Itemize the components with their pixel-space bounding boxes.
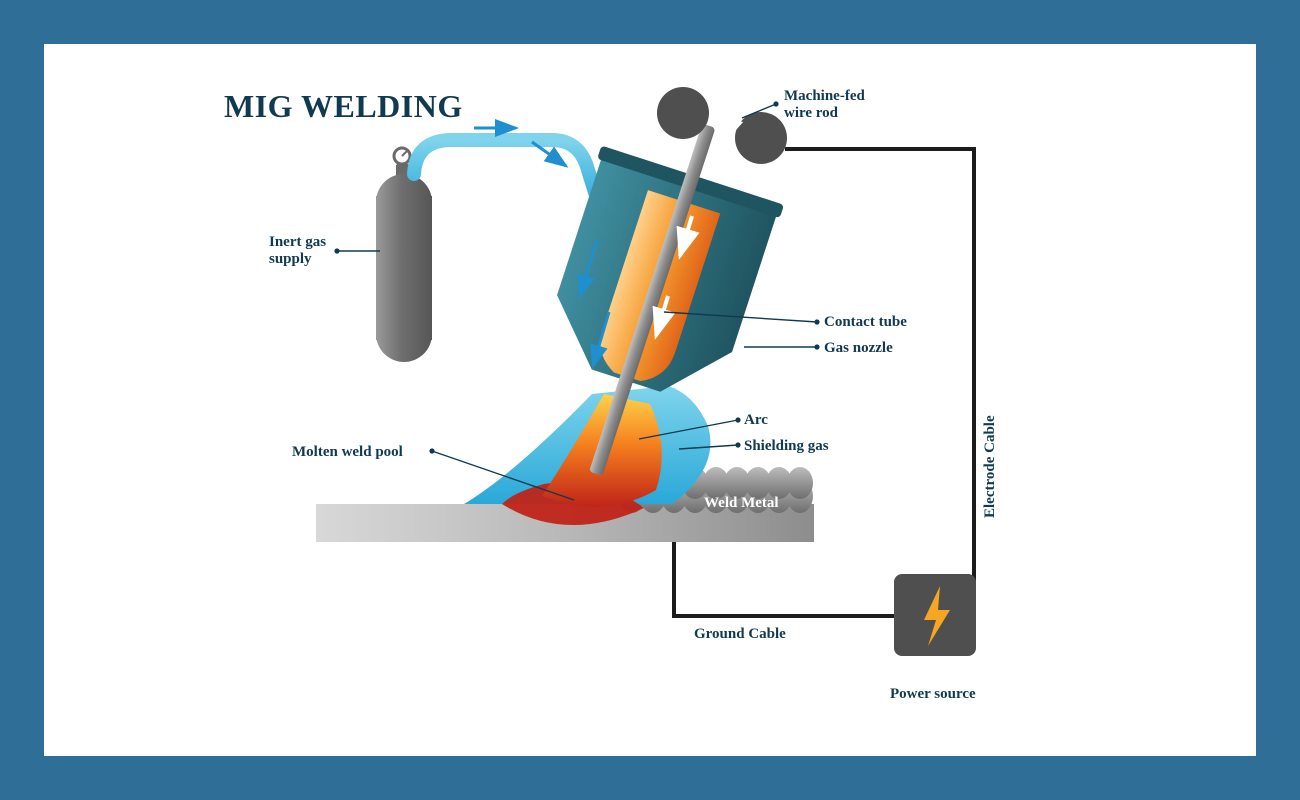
electrode-cable [785,149,974,616]
leader-dot [773,101,778,106]
leader-dot [735,442,740,447]
leader-dot [334,248,339,253]
diagram-svg: Weld Metal [44,44,1256,756]
leader-dot [735,417,740,422]
diagram-canvas: MIG WELDING Machine-fed wire rod Inert g… [44,44,1256,756]
feed-roller [735,112,787,164]
leader-dot [429,448,434,453]
gas-cylinder [376,148,432,362]
wire-feed-arrow [722,112,734,144]
leader-dot [814,344,819,349]
feed-roller [657,87,709,139]
label-weld-metal-svg: Weld Metal [704,495,779,511]
frame: MIG WELDING Machine-fed wire rod Inert g… [0,0,1300,800]
leader-dot [814,319,819,324]
gas-tube [414,140,600,208]
ground-cable [674,542,894,616]
